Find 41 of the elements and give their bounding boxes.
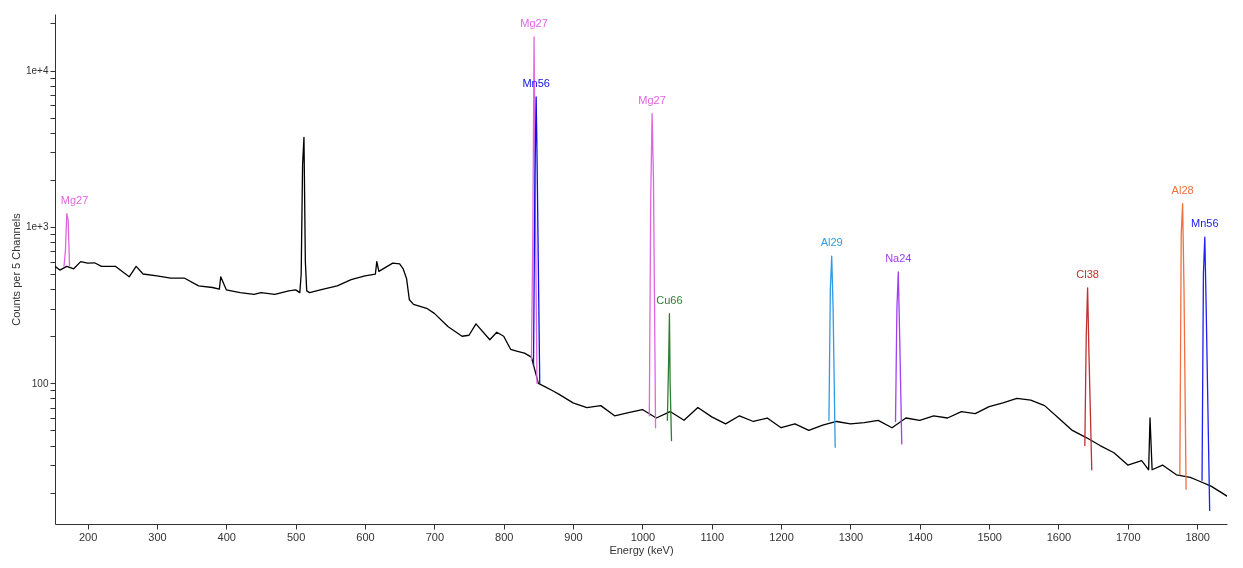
line-series [666,312,673,442]
y-tick-label: 100 [31,377,49,389]
x-tick-label: 1300 [838,530,864,543]
series-label: Na24 [885,252,912,265]
y-axis-title: Counts per 5 Channels [9,212,22,326]
x-tick-label: 300 [148,530,167,543]
x-tick-label: 1500 [977,530,1002,543]
y-tick-label: 1e+3 [25,221,49,233]
x-tick-label: 1800 [1185,530,1210,543]
line-series [532,96,541,384]
line-series [63,213,71,267]
line-series [55,136,1227,497]
x-tick-label: 1200 [769,530,794,543]
x-tick-label: 1000 [630,530,656,543]
series-label: Cl38 [1076,267,1099,280]
line-series [1084,287,1093,471]
x-tick-label: 200 [78,530,98,543]
line-series [1179,202,1187,490]
x-tick-label: 800 [495,530,514,543]
x-tick-label: 500 [286,530,306,543]
series-label: Mn56 [1191,217,1219,230]
x-tick-label: 1100 [700,530,725,543]
x-tick-label: 900 [564,530,583,543]
x-tick-label: 1700 [1116,530,1141,543]
x-tick-label: 600 [356,530,375,543]
y-tick-label: 1e+4 [25,65,49,77]
x-tick-label: 400 [217,530,236,543]
line-series [1201,236,1211,512]
series-label: Cu66 [656,293,683,306]
x-tick-label: 1400 [908,530,933,543]
series-label: Al28 [1171,183,1194,196]
line-series [894,271,903,445]
x-tick-label: 1600 [1046,530,1072,543]
series-label: Mg27 [520,16,548,29]
series-label: Mg27 [60,193,89,206]
x-tick-label: 700 [425,530,445,543]
series-label: Al29 [820,236,843,249]
series-label: Mg27 [638,93,666,106]
x-axis-title: Energy (keV) [609,543,674,556]
line-series [828,255,836,448]
line-series [648,112,657,429]
